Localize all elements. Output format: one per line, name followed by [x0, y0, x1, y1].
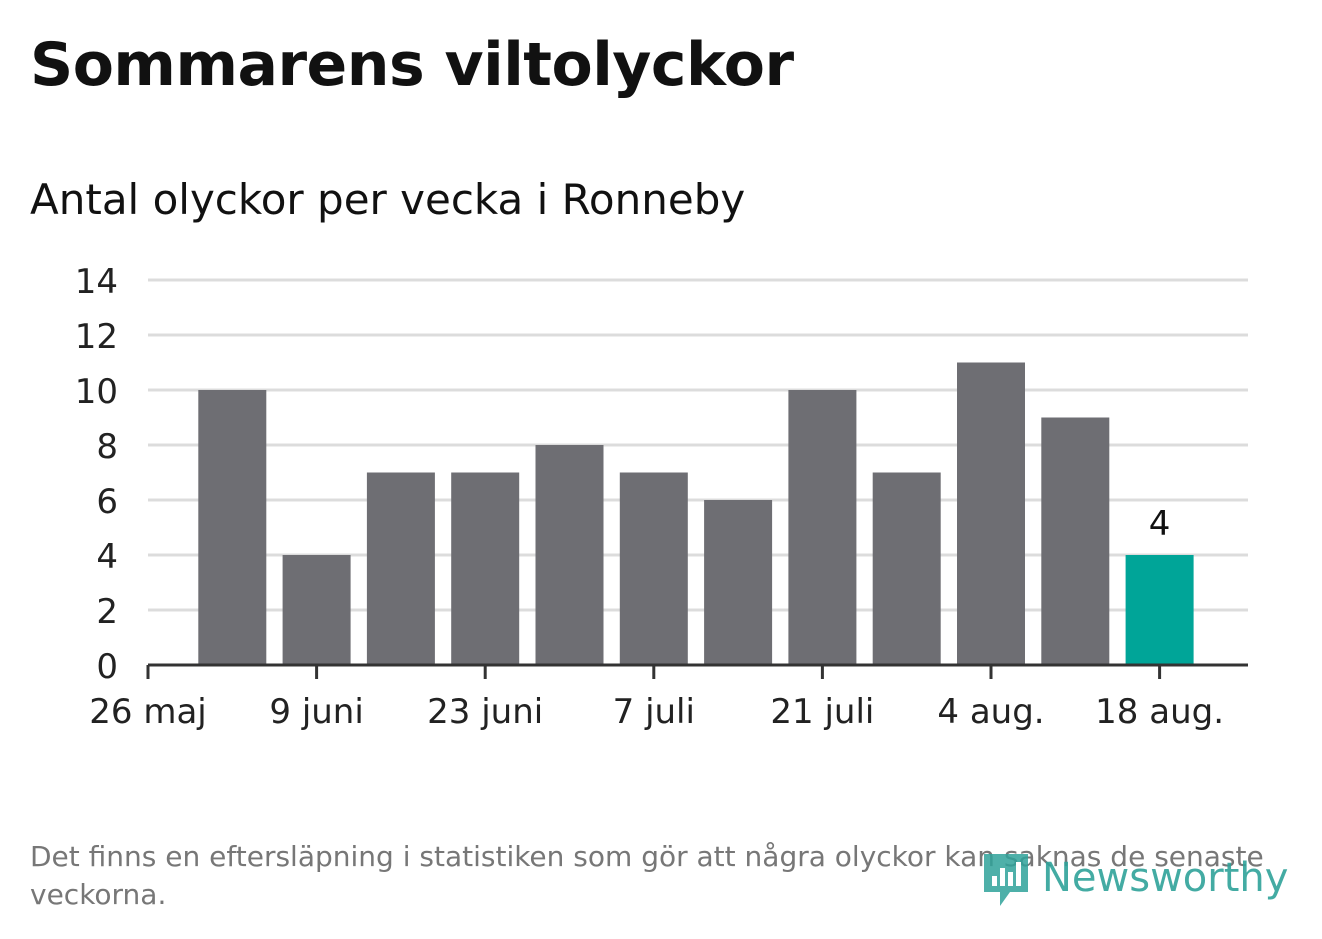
bar: [957, 362, 1025, 665]
bar: [872, 472, 941, 665]
bar: [535, 445, 604, 665]
bar: [451, 472, 520, 665]
y-tick-label: 0: [96, 647, 118, 687]
bar: [366, 472, 435, 665]
chart-subtitle: Antal olyckor per vecka i Ronneby: [30, 175, 746, 224]
bar: [704, 500, 773, 665]
axes: [146, 663, 1248, 679]
bar-value-label: 4: [1149, 504, 1171, 544]
y-tick-label: 6: [96, 482, 118, 522]
x-tick-label: 7 juli: [613, 692, 695, 732]
chart-title: Sommarens viltolyckor: [30, 30, 794, 100]
bar: [1041, 417, 1110, 665]
y-tick-label: 14: [75, 262, 118, 302]
y-tick-label: 8: [96, 427, 118, 467]
x-tick-label: 18 aug.: [1095, 692, 1224, 732]
y-tick-label: 2: [96, 592, 118, 632]
x-tick-label: 4 aug.: [937, 692, 1044, 732]
bar: [619, 472, 688, 665]
labels: 0 2 4 6 8 10 12 14 4 26 maj 9 juni 23 juni 7 juli 21 …: [75, 262, 1224, 732]
y-tick-label: 12: [75, 317, 118, 357]
bar-chart: 0 2 4 6 8 10 12 14 4 26 maj 9 juni 23 juni 7 juli 21 …: [75, 262, 1248, 732]
logo-icon: [984, 854, 1028, 906]
x-tick-label: 23 juni: [427, 692, 543, 732]
bar: [198, 390, 267, 665]
bar: [788, 390, 857, 665]
newsworthy-logo: Newsworthy: [980, 848, 1288, 908]
x-tick-label: 21 juli: [770, 692, 874, 732]
logo-text: Newsworthy: [1042, 855, 1289, 901]
bars: [198, 362, 1194, 665]
bar-highlighted: [1125, 555, 1194, 665]
y-tick-label: 4: [96, 537, 118, 577]
y-tick-label: 10: [75, 372, 118, 412]
x-tick-label: 9 juni: [269, 692, 363, 732]
footnote: Det finns en eftersläpning i statistiken…: [30, 840, 1264, 911]
bar: [282, 555, 351, 665]
x-tick-label: 26 maj: [89, 692, 206, 732]
